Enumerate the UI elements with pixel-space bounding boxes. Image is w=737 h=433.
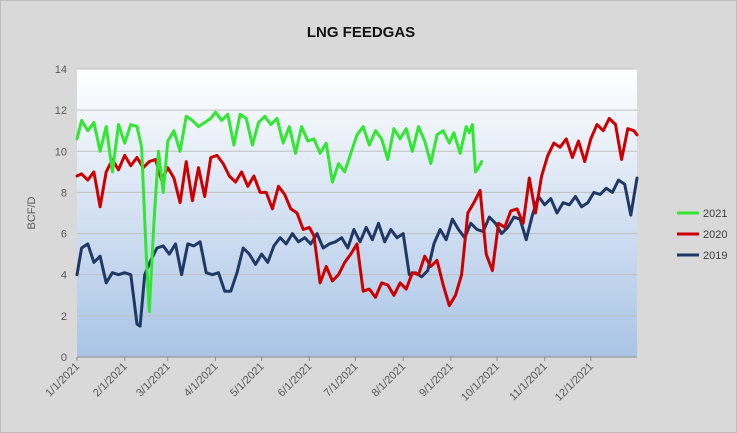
- plot-area: [77, 69, 637, 357]
- x-tick-label: 7/1/2021: [322, 361, 361, 400]
- series-line-2021: [75, 110, 484, 314]
- x-tick-label: 5/1/2021: [228, 361, 267, 400]
- legend-label-2020: 2020: [703, 229, 727, 241]
- x-tick-label: 9/1/2021: [417, 361, 456, 400]
- series-line-2020: [75, 116, 639, 308]
- y-axis-label: BCF/D: [26, 196, 38, 229]
- y-tick-label: 0: [61, 352, 67, 364]
- y-tick-label: 14: [55, 64, 67, 76]
- y-tick-label: 12: [55, 105, 67, 117]
- y-tick-label: 2: [61, 311, 67, 323]
- x-tick-label: 1/1/2021: [43, 361, 82, 400]
- y-axis-ticks: 0 2 4 6 8 10 12 14: [55, 64, 67, 364]
- x-tick-label: 3/1/2021: [134, 361, 173, 400]
- x-tick-label: 12/1/2021: [553, 361, 596, 404]
- x-tick-label: 10/1/2021: [459, 361, 502, 404]
- x-tick-label: 2/1/2021: [91, 361, 130, 400]
- series-line-2019: [75, 176, 639, 328]
- series-lines: [75, 110, 639, 328]
- x-tick-label: 8/1/2021: [370, 361, 409, 400]
- y-tick-label: 4: [61, 270, 67, 282]
- y-tick-label: 10: [55, 146, 67, 158]
- y-tick-label: 8: [61, 187, 67, 199]
- x-tick-label: 11/1/2021: [507, 361, 550, 404]
- legend: 2021 2020 2019: [677, 208, 727, 262]
- y-tick-label: 6: [61, 229, 67, 241]
- legend-label-2019: 2019: [703, 250, 727, 262]
- legend-label-2021: 2021: [703, 208, 727, 220]
- x-tick-label: 6/1/2021: [276, 361, 315, 400]
- chart-title: LNG FEEDGAS: [307, 24, 415, 41]
- x-axis-ticks: 1/1/2021 2/1/2021 3/1/2021 4/1/2021 5/1/2021…: [43, 357, 596, 404]
- x-tick-label: 4/1/2021: [182, 361, 221, 400]
